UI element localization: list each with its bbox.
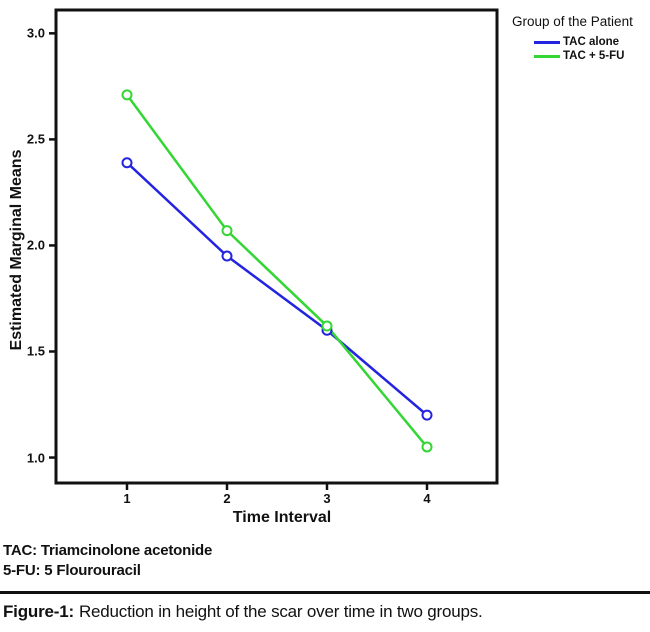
legend-item-label: TAC alone bbox=[563, 36, 620, 48]
y-axis-title: Estimated Marginal Means bbox=[8, 149, 25, 351]
series-line-tac-alone bbox=[126, 161, 428, 417]
data-point-marker bbox=[221, 225, 233, 237]
data-point-marker bbox=[421, 441, 433, 453]
x-tick-label: 2 bbox=[223, 491, 231, 506]
data-point-marker bbox=[321, 320, 333, 332]
y-tick-label: 1.0 bbox=[26, 450, 45, 466]
data-point-marker bbox=[421, 409, 433, 421]
data-point-marker bbox=[121, 89, 133, 101]
x-tick-label: 4 bbox=[423, 491, 431, 506]
y-tick-label: 3.0 bbox=[26, 25, 45, 41]
series-line-tac-5-fu bbox=[125, 94, 428, 448]
divider-line bbox=[0, 591, 650, 594]
abbreviation-notes: TAC: Triamcinolone acetonide 5-FU: 5 Flo… bbox=[3, 541, 212, 581]
data-point-marker bbox=[121, 157, 133, 169]
y-tick-label: 2.5 bbox=[26, 131, 45, 147]
note-5fu: 5-FU: 5 Flourouracil bbox=[3, 562, 141, 579]
figure-caption: Figure-1: Reduction in height of the scar… bbox=[3, 602, 483, 622]
plot-canvas bbox=[49, 8, 499, 490]
legend-item-tac-5fu: TAC + 5-FU bbox=[534, 50, 633, 62]
x-axis-title: Time Interval bbox=[232, 509, 332, 526]
caption-text: Reduction in height of the scar over tim… bbox=[78, 602, 483, 621]
y-tick-label: 2.0 bbox=[26, 237, 45, 253]
data-point-marker bbox=[221, 250, 233, 262]
y-tick-label: 1.5 bbox=[26, 343, 45, 359]
line-chart: Estimated Marginal Means Time Interval 1… bbox=[8, 8, 633, 526]
legend: Group of the Patient TAC alone TAC + 5-F… bbox=[512, 14, 633, 64]
legend-swatch-blue-line bbox=[534, 40, 560, 44]
legend-swatch-green-line bbox=[534, 54, 560, 58]
caption-label: Figure-1: bbox=[3, 602, 74, 621]
note-tac: TAC: Triamcinolone acetonide bbox=[3, 542, 213, 559]
legend-item-tac-alone: TAC alone bbox=[534, 36, 633, 48]
legend-item-label: TAC + 5-FU bbox=[563, 50, 625, 62]
x-tick-label: 1 bbox=[123, 491, 131, 506]
x-tick-label: 3 bbox=[323, 491, 331, 506]
legend-title: Group of the Patient bbox=[512, 14, 633, 29]
